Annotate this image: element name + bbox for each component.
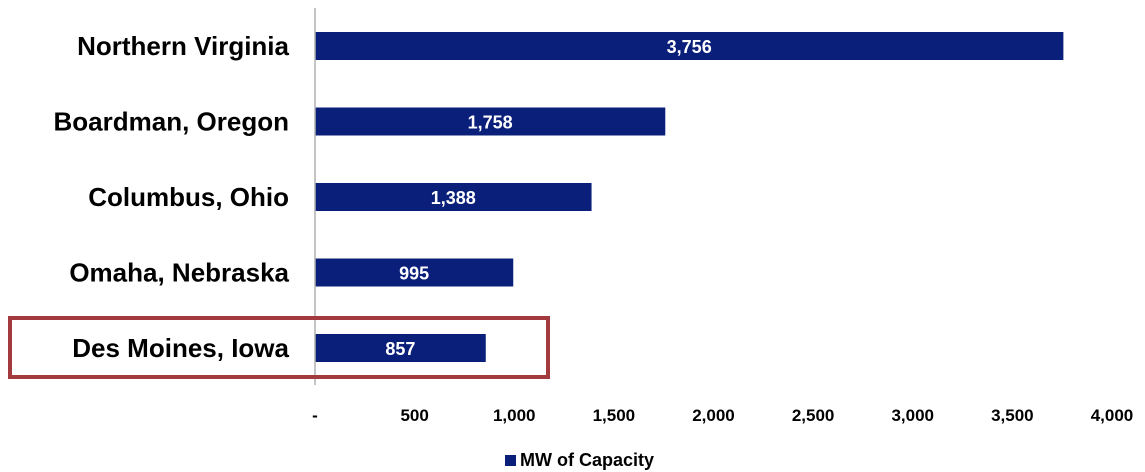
legend-label: MW of Capacity	[520, 450, 654, 470]
bar	[315, 32, 1064, 60]
x-tick-label: 2,500	[792, 406, 835, 425]
bar-value-label: 3,756	[667, 37, 712, 57]
x-tick-label: 2,000	[692, 406, 735, 425]
category-label: Columbus, Ohio	[88, 182, 289, 212]
category-label: Northern Virginia	[77, 31, 289, 61]
bars-layer: 3,756 1,758 1,388 995 857	[315, 32, 1064, 362]
x-tick-label: 3,500	[991, 406, 1034, 425]
bar-value-label: 995	[399, 264, 429, 284]
legend-swatch	[505, 455, 516, 466]
highlight-box	[8, 316, 550, 379]
x-tick-label: 1,500	[593, 406, 636, 425]
bar	[315, 107, 666, 136]
bar-value-label: 857	[385, 339, 415, 359]
x-tick-label: -	[312, 406, 318, 425]
bar	[315, 183, 592, 211]
bar	[315, 258, 514, 287]
category-label: Boardman, Oregon	[54, 107, 289, 137]
bar-value-label: 1,388	[431, 188, 476, 208]
category-labels: Northern Virginia Boardman, Oregon Columbu…	[54, 31, 290, 363]
bar-value-label: 1,758	[468, 113, 513, 133]
legend: MW of Capacity	[505, 450, 654, 470]
x-tick-label: 500	[400, 406, 428, 425]
x-tick-label: 3,000	[891, 406, 934, 425]
x-tick-label: 4,000	[1091, 406, 1134, 425]
category-label: Des Moines, Iowa	[72, 333, 289, 363]
x-axis-tick-labels: - 500 1,000 1,500 2,000 2,500 3,000 3,500 4,000	[312, 406, 1133, 425]
x-tick-label: 1,000	[493, 406, 536, 425]
bar	[315, 334, 486, 362]
category-label: Omaha, Nebraska	[69, 258, 289, 288]
